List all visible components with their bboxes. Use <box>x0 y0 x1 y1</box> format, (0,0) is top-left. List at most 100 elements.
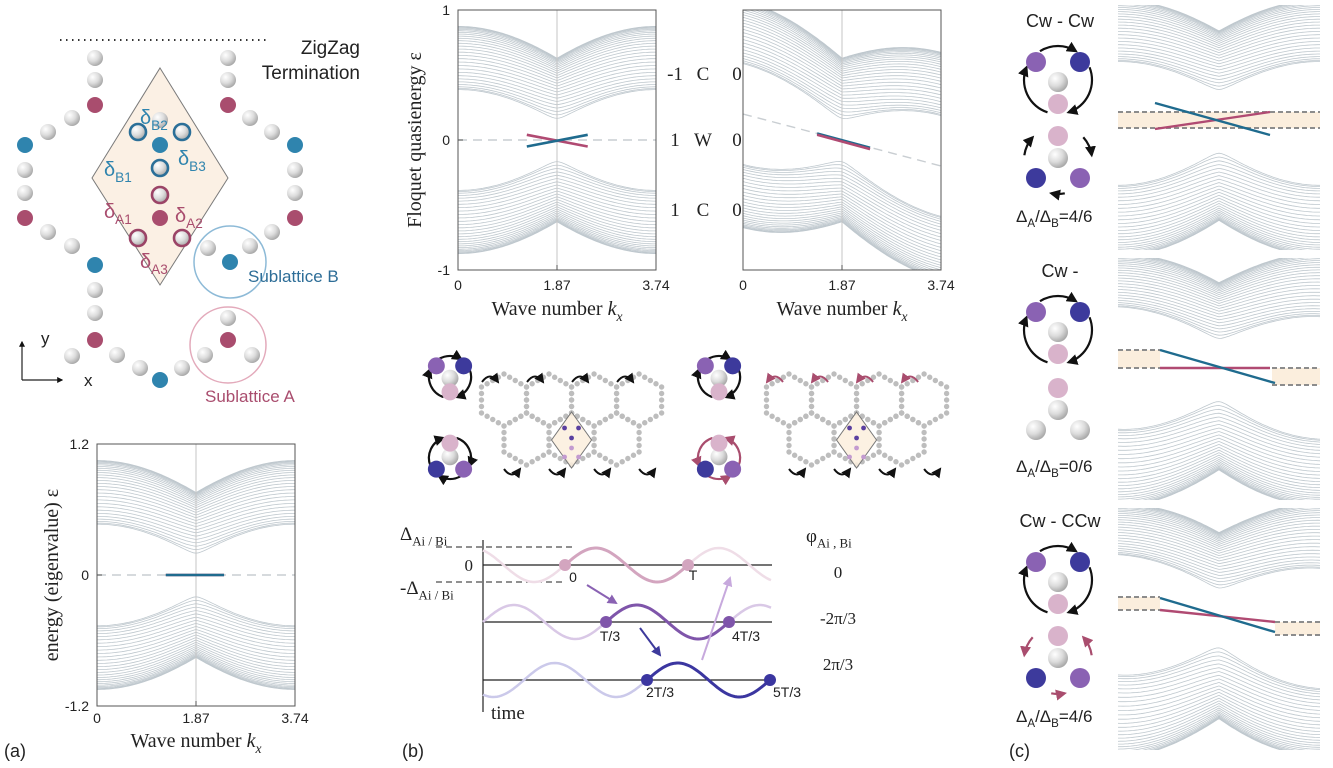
atom <box>809 462 814 467</box>
atom <box>798 417 803 422</box>
gap-shade <box>1118 350 1160 368</box>
atom <box>659 397 664 402</box>
rotor <box>1024 626 1091 694</box>
atom <box>809 410 814 415</box>
atom <box>87 305 103 321</box>
band <box>1118 552 1320 581</box>
atom <box>287 137 303 153</box>
atom <box>1048 94 1068 114</box>
atom <box>933 378 938 383</box>
text-part: =4/6 <box>1059 707 1093 726</box>
band <box>1118 266 1320 293</box>
atom <box>1048 400 1068 420</box>
atom <box>546 371 551 376</box>
atom <box>546 423 551 428</box>
time-label: 5T/3 <box>773 684 801 700</box>
atom <box>831 443 836 448</box>
atom <box>1070 668 1090 688</box>
atom <box>576 455 581 460</box>
atom <box>524 397 529 402</box>
atom <box>529 459 534 464</box>
hop-arrow <box>639 469 655 475</box>
atom <box>859 381 864 386</box>
x-tick-label: 0 <box>454 277 462 293</box>
atom <box>620 459 625 464</box>
band-panel <box>1118 0 1320 256</box>
atom <box>636 430 641 435</box>
y-tick-label: 1.2 <box>70 436 90 452</box>
rotation-arrow <box>1051 193 1065 194</box>
text-part: δ <box>140 251 151 273</box>
atom <box>625 456 630 461</box>
atom <box>614 397 619 402</box>
atom <box>781 420 786 425</box>
atom <box>569 404 574 409</box>
atom <box>507 375 512 380</box>
delta-level-label: ΔAi / Bi <box>400 524 448 549</box>
atom <box>535 417 540 422</box>
rotor <box>1024 126 1091 194</box>
atom <box>152 187 168 203</box>
atom <box>876 430 881 435</box>
x-tick-label: 3.74 <box>281 710 308 726</box>
atom <box>944 384 949 389</box>
termination-label: Termination <box>262 63 360 84</box>
atom <box>603 456 608 461</box>
atom <box>847 426 852 431</box>
atom <box>40 224 56 240</box>
atom <box>287 162 303 178</box>
atom <box>899 397 904 402</box>
text-part: A3 <box>151 262 168 277</box>
axis-x-label: x <box>84 371 93 390</box>
atom <box>871 420 876 425</box>
atom <box>220 50 236 66</box>
text-part: Wave number <box>776 298 892 320</box>
rotor <box>697 435 741 479</box>
atom <box>484 414 489 419</box>
atom <box>847 455 852 460</box>
rotor <box>1026 378 1090 440</box>
text-part: x <box>615 309 622 324</box>
atom <box>659 384 664 389</box>
atom <box>631 420 636 425</box>
atom <box>723 616 735 628</box>
atom <box>479 391 484 396</box>
plot-area <box>97 444 295 706</box>
atom <box>938 414 943 419</box>
atom <box>479 410 484 415</box>
atom <box>597 453 602 458</box>
atom <box>831 430 836 435</box>
atom <box>786 371 791 376</box>
band <box>1118 62 1320 90</box>
atom <box>927 420 932 425</box>
text-part: =4/6 <box>1059 207 1093 226</box>
atom <box>831 423 836 428</box>
atom <box>764 384 769 389</box>
atom <box>803 414 808 419</box>
atom <box>507 453 512 458</box>
hop-arrow <box>527 377 543 383</box>
atom <box>1026 668 1046 688</box>
atom <box>899 404 904 409</box>
text-part: Δ <box>1016 707 1027 726</box>
atom <box>826 420 831 425</box>
x-tick-label: 1.87 <box>543 277 570 293</box>
atom <box>659 410 664 415</box>
atom <box>876 436 881 441</box>
atom <box>529 381 534 386</box>
edge-state <box>1160 350 1275 383</box>
atom <box>524 391 529 396</box>
atom <box>899 462 904 467</box>
atom <box>820 456 825 461</box>
atom <box>636 449 641 454</box>
hop-arrow <box>482 377 498 383</box>
atom <box>933 417 938 422</box>
atom <box>586 453 591 458</box>
rotor <box>1024 46 1092 114</box>
band <box>1118 0 1320 31</box>
atom <box>837 453 842 458</box>
atom <box>518 459 523 464</box>
rotor <box>428 356 472 400</box>
text-part: A2 <box>186 216 203 231</box>
